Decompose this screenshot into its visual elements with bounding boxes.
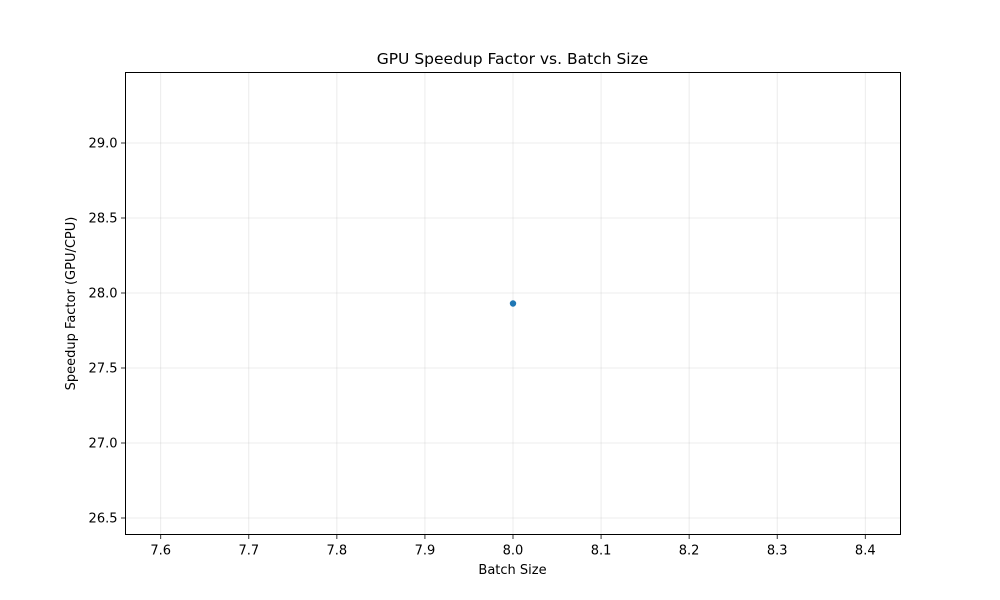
- data-points: [509, 300, 517, 307]
- y-tick-label: 26.5: [89, 512, 118, 527]
- grid-lines: [125, 72, 901, 535]
- x-tick-label: 7.9: [415, 544, 436, 559]
- axis-ticks: 7.6 7.7 7.8 7.9 8.0 8.1 8.2 8.3 8.4 26.5 27.0 27.5 2…: [89, 137, 876, 559]
- y-tick-label: 27.5: [89, 362, 118, 377]
- x-axis-label: Batch Size: [478, 563, 546, 578]
- x-tick-label: 8.3: [767, 544, 788, 559]
- x-tick-label: 8.4: [855, 544, 876, 559]
- y-tick-label: 29.0: [89, 137, 118, 152]
- x-tick-label: 8.1: [591, 544, 612, 559]
- x-tick-label: 7.7: [238, 544, 259, 559]
- y-tick-label: 28.0: [89, 287, 118, 302]
- chart-title: GPU Speedup Factor vs. Batch Size: [377, 50, 649, 68]
- y-tick-label: 28.5: [89, 212, 118, 227]
- x-tick-label: 7.6: [150, 544, 171, 559]
- y-tick-label: 27.0: [89, 437, 118, 452]
- x-tick-label: 7.8: [327, 544, 348, 559]
- x-tick-label: 8.0: [503, 544, 524, 559]
- x-tick-label: 8.2: [679, 544, 700, 559]
- data-point: [509, 300, 517, 307]
- y-axis-label: Speedup Factor (GPU/CPU): [64, 217, 79, 391]
